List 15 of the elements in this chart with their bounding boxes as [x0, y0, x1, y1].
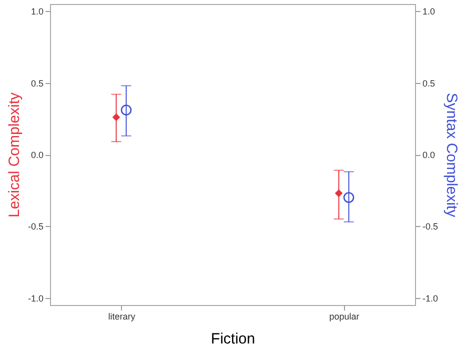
y2-tick-label: 0.0: [422, 150, 436, 160]
y-tick-label: -1.0: [28, 293, 44, 304]
y2-tick-label: 1.0: [422, 6, 436, 17]
y-tick-label: 1.0: [30, 6, 44, 17]
y2-tick-label: 0.5: [422, 78, 436, 88]
y2-tick-label: -1.0: [422, 293, 438, 304]
y-axis-title: Lexical Complexity: [6, 92, 23, 218]
x-tick-label: popular: [329, 312, 360, 322]
y2-axis-title: Syntax Complexity: [443, 92, 460, 218]
y2-tick-label: -0.5: [422, 222, 438, 232]
x-tick-label: literary: [108, 312, 136, 322]
y-tick-label: 0.0: [30, 150, 44, 160]
y-tick-label: -0.5: [28, 222, 44, 232]
x-axis-title: Fiction: [210, 330, 256, 347]
y-tick-label: 0.5: [30, 78, 44, 88]
